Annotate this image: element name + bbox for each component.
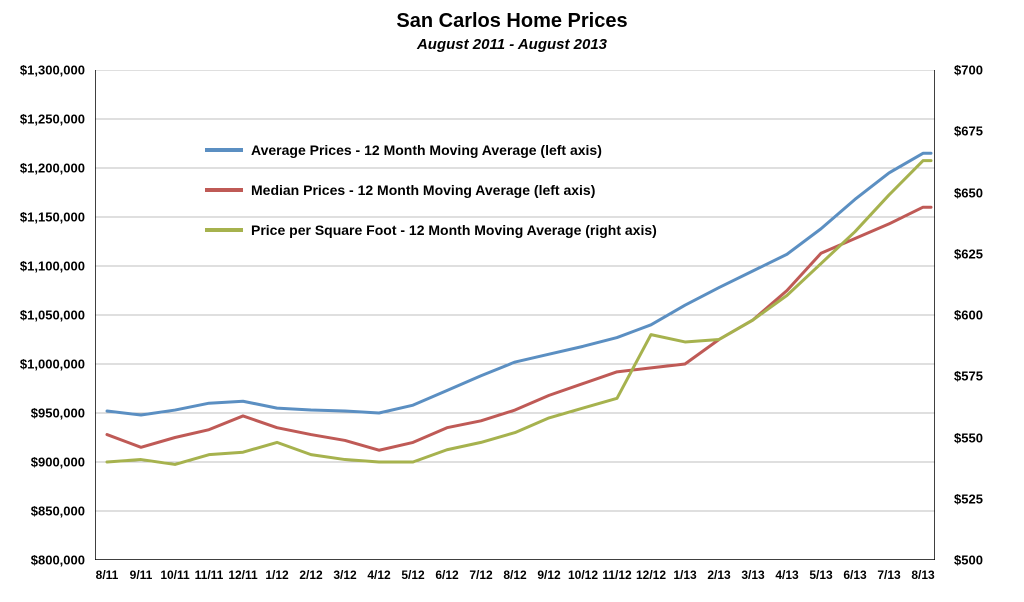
- x-tick-label: 2/13: [707, 568, 730, 582]
- legend-label: Median Prices - 12 Month Moving Average …: [251, 182, 595, 198]
- x-tick-label: 3/12: [333, 568, 356, 582]
- x-tick-label: 5/12: [401, 568, 424, 582]
- y-left-tick-label: $800,000: [0, 553, 85, 568]
- x-tick-label: 10/12: [568, 568, 598, 582]
- x-tick-label: 9/12: [537, 568, 560, 582]
- y-right-tick-label: $625: [954, 246, 1004, 261]
- y-right-tick-label: $600: [954, 308, 1004, 323]
- y-left-tick-label: $1,100,000: [0, 259, 85, 274]
- y-right-tick-label: $575: [954, 369, 1004, 384]
- x-tick-label: 2/12: [299, 568, 322, 582]
- chart-title: San Carlos Home Prices: [0, 10, 1024, 33]
- x-tick-label: 9/11: [130, 568, 153, 582]
- x-tick-label: 12/11: [228, 568, 257, 582]
- x-tick-label: 10/11: [160, 568, 189, 582]
- legend-swatch: [205, 228, 243, 232]
- y-left-tick-label: $850,000: [0, 504, 85, 519]
- x-tick-label: 5/13: [809, 568, 832, 582]
- y-left-tick-label: $1,000,000: [0, 357, 85, 372]
- x-tick-label: 11/12: [602, 568, 631, 582]
- y-left-tick-label: $900,000: [0, 455, 85, 470]
- y-left-tick-label: $1,050,000: [0, 308, 85, 323]
- y-left-tick-label: $1,200,000: [0, 161, 85, 176]
- legend-swatch: [205, 148, 243, 152]
- y-left-tick-label: $1,150,000: [0, 210, 85, 225]
- x-tick-label: 6/12: [435, 568, 458, 582]
- x-tick-label: 7/12: [469, 568, 492, 582]
- legend-item: Average Prices - 12 Month Moving Average…: [205, 130, 657, 170]
- y-right-tick-label: $675: [954, 124, 1004, 139]
- chart-container: San Carlos Home Prices August 2011 - Aug…: [0, 0, 1024, 602]
- x-tick-label: 8/13: [911, 568, 934, 582]
- x-tick-label: 3/13: [741, 568, 764, 582]
- y-right-tick-label: $500: [954, 553, 1004, 568]
- x-tick-label: 1/12: [265, 568, 288, 582]
- y-left-tick-label: $950,000: [0, 406, 85, 421]
- legend-swatch: [205, 188, 243, 192]
- y-right-tick-label: $525: [954, 491, 1004, 506]
- y-left-tick-label: $1,300,000: [0, 63, 85, 78]
- x-tick-label: 8/12: [503, 568, 526, 582]
- legend-item: Median Prices - 12 Month Moving Average …: [205, 170, 657, 210]
- legend-item: Price per Square Foot - 12 Month Moving …: [205, 210, 657, 250]
- legend-label: Average Prices - 12 Month Moving Average…: [251, 142, 602, 158]
- y-right-tick-label: $700: [954, 63, 1004, 78]
- x-tick-label: 4/13: [775, 568, 798, 582]
- x-tick-label: 7/13: [877, 568, 900, 582]
- x-tick-label: 4/12: [367, 568, 390, 582]
- x-tick-label: 11/11: [195, 568, 224, 582]
- y-right-tick-label: $650: [954, 185, 1004, 200]
- x-tick-label: 8/11: [96, 568, 119, 582]
- y-right-tick-label: $550: [954, 430, 1004, 445]
- legend-label: Price per Square Foot - 12 Month Moving …: [251, 222, 657, 238]
- x-tick-label: 6/13: [843, 568, 866, 582]
- chart-subtitle: August 2011 - August 2013: [0, 36, 1024, 53]
- y-left-tick-label: $1,250,000: [0, 112, 85, 127]
- legend: Average Prices - 12 Month Moving Average…: [205, 130, 657, 250]
- x-tick-label: 1/13: [673, 568, 696, 582]
- x-tick-label: 12/12: [636, 568, 666, 582]
